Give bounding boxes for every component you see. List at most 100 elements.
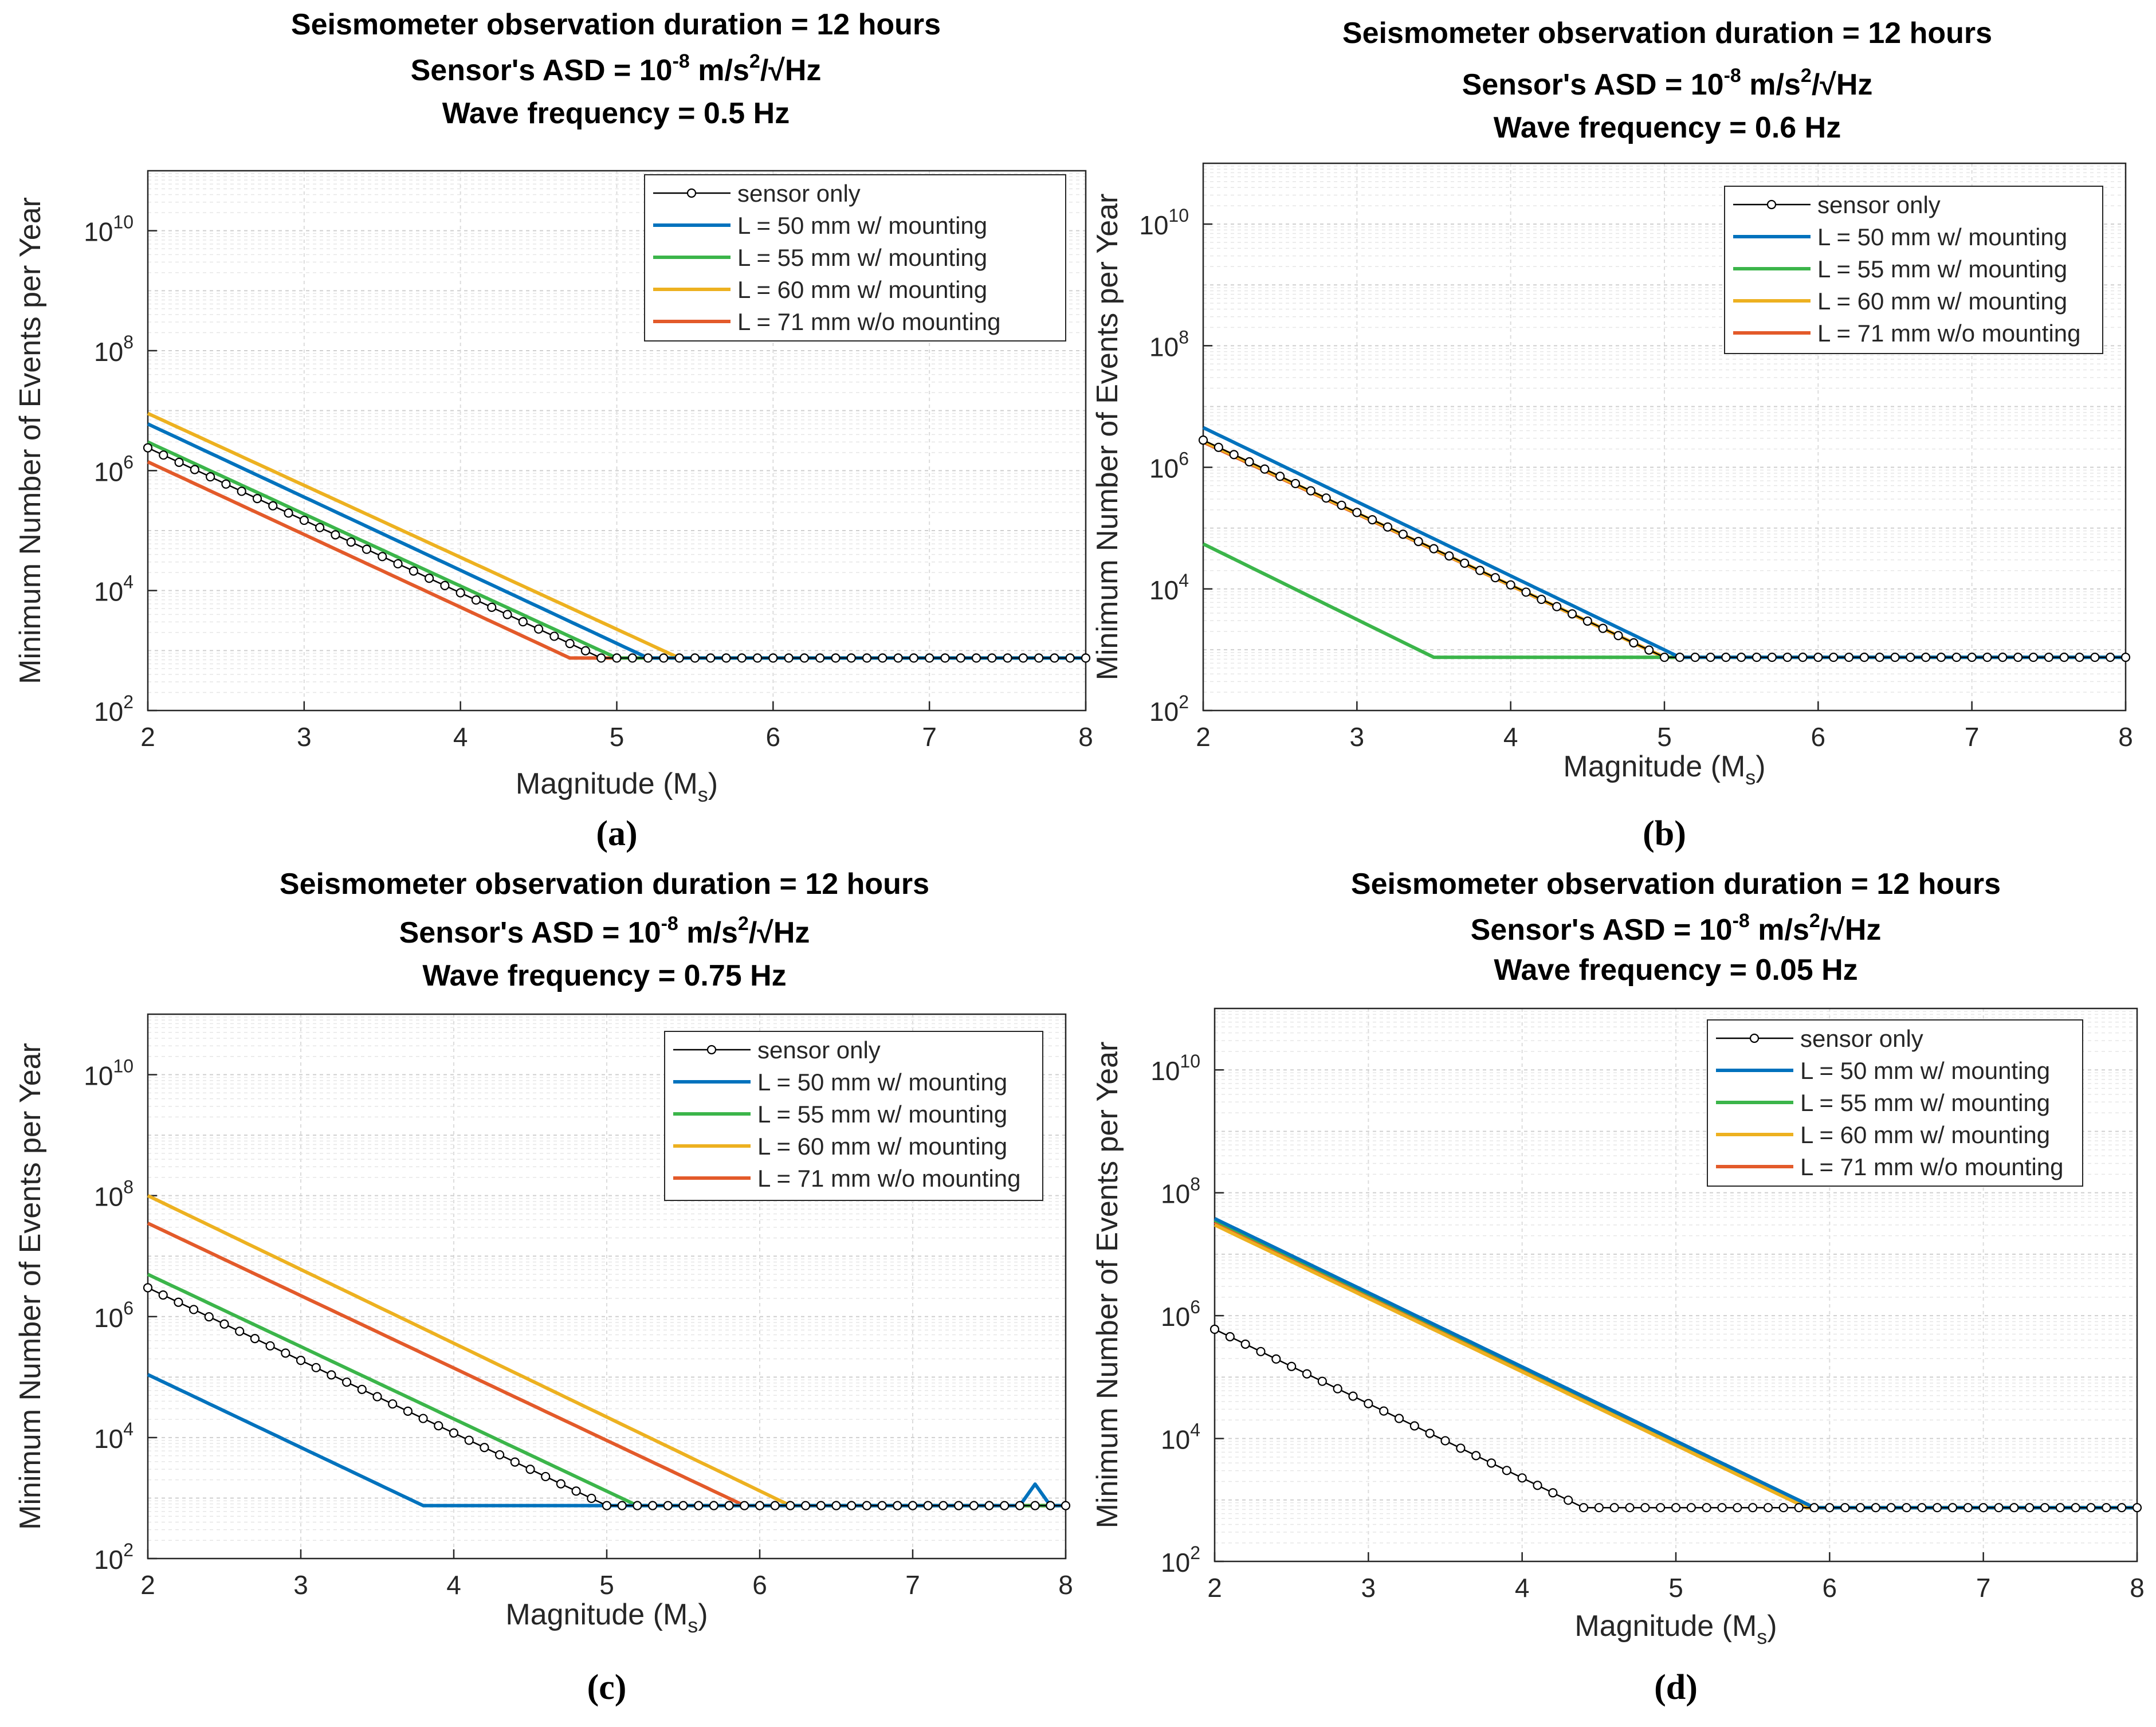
x-tick-label: 4 bbox=[453, 722, 468, 752]
chart-title-line-3: Wave frequency = 0.5 Hz bbox=[442, 97, 790, 130]
series-point bbox=[541, 1471, 551, 1482]
series-point bbox=[1947, 1503, 1958, 1513]
series-point bbox=[362, 544, 372, 554]
series-point bbox=[1275, 472, 1285, 481]
legend-entry-label: L = 60 mm w/ mounting bbox=[1817, 288, 2067, 315]
x-tick-label: 2 bbox=[140, 1570, 155, 1600]
series-point bbox=[1978, 1503, 1988, 1513]
series-point bbox=[1383, 522, 1393, 532]
series-point bbox=[1859, 653, 1869, 662]
series-point bbox=[1702, 1503, 1711, 1513]
series-point bbox=[424, 574, 434, 583]
series-point bbox=[1629, 638, 1639, 647]
series-point bbox=[1521, 587, 1531, 597]
legend-entry-label: L = 71 mm w/o mounting bbox=[1817, 320, 2081, 347]
series-point bbox=[587, 1493, 596, 1504]
series-point bbox=[815, 653, 825, 663]
series-point bbox=[770, 1501, 780, 1510]
series-point bbox=[847, 1501, 857, 1510]
legend-marker bbox=[1766, 199, 1777, 210]
chart-title-line-3: Wave frequency = 0.6 Hz bbox=[1494, 111, 1841, 144]
series-point bbox=[250, 1334, 260, 1344]
series-point bbox=[1456, 1443, 1466, 1453]
series-point bbox=[1081, 653, 1091, 663]
series-point bbox=[1594, 1503, 1604, 1513]
x-tick-label: 7 bbox=[1976, 1573, 1991, 1603]
series-point bbox=[1936, 653, 1946, 662]
series-point bbox=[204, 1312, 214, 1322]
series-point bbox=[502, 610, 512, 619]
series-point bbox=[2025, 1503, 2035, 1513]
series-point bbox=[189, 1305, 199, 1314]
series-point bbox=[1065, 653, 1075, 663]
series-point bbox=[768, 653, 778, 663]
series-point bbox=[602, 1501, 612, 1510]
series-point bbox=[1517, 1473, 1527, 1483]
legend-entry-label: sensor only bbox=[1800, 1025, 1923, 1052]
series-point bbox=[1871, 1503, 1880, 1513]
series-point bbox=[938, 1501, 948, 1510]
series-point bbox=[480, 1443, 489, 1453]
legend-marker bbox=[686, 188, 697, 198]
series-point bbox=[953, 1501, 964, 1510]
series-point bbox=[265, 1341, 275, 1351]
series-point bbox=[1840, 1503, 1850, 1513]
series-point bbox=[1778, 1503, 1788, 1513]
x-tick-label: 7 bbox=[1965, 722, 1980, 752]
series-point bbox=[1690, 653, 1700, 662]
series-point bbox=[971, 653, 981, 663]
series-point bbox=[1890, 653, 1900, 662]
series-point bbox=[2028, 653, 2039, 662]
series-point bbox=[1656, 1503, 1666, 1513]
series-group bbox=[1198, 426, 2131, 662]
y-tick-label: 1010 bbox=[84, 1056, 133, 1091]
series-point bbox=[510, 1457, 520, 1467]
series-point bbox=[1644, 645, 1654, 655]
y-tick-label: 102 bbox=[1161, 1542, 1200, 1577]
series-point bbox=[706, 653, 716, 663]
series-point bbox=[1829, 653, 1839, 662]
series-point bbox=[1000, 1501, 1010, 1510]
y-tick-label: 106 bbox=[1161, 1297, 1200, 1332]
y-tick-label: 102 bbox=[1149, 692, 1189, 727]
series-point bbox=[418, 1414, 428, 1423]
chart-panel-1: 2 3 4 5 6 7 8 102 104 106 108 1010 Magnitude (Ms) Min… bbox=[14, 8, 1093, 853]
series-point bbox=[1613, 631, 1623, 641]
series-point bbox=[893, 653, 903, 663]
series-point bbox=[1982, 653, 1992, 662]
y-axis-label: Minimum Number of Events per Year bbox=[14, 197, 47, 684]
series-group bbox=[1209, 1217, 2142, 1513]
series-group bbox=[143, 1194, 1071, 1510]
series-point bbox=[357, 1384, 367, 1394]
series-point bbox=[1706, 653, 1715, 662]
x-tick-label: 8 bbox=[1078, 722, 1093, 752]
y-tick-label: 108 bbox=[94, 332, 133, 367]
series-point bbox=[1290, 478, 1301, 489]
series-point bbox=[403, 1406, 413, 1416]
series-point bbox=[1659, 653, 1670, 662]
series-point bbox=[252, 493, 262, 504]
legend: sensor only L = 50 mm w/ mounting L = 55 m… bbox=[1707, 1019, 2083, 1187]
y-tick-label: 104 bbox=[94, 572, 133, 607]
x-tick-label: 5 bbox=[599, 1570, 614, 1600]
grid-lines bbox=[1214, 1008, 2138, 1562]
series-point bbox=[816, 1501, 826, 1510]
legend-entry-label: L = 55 mm w/ mounting bbox=[1800, 1089, 2050, 1116]
series-point bbox=[909, 653, 918, 663]
series-point bbox=[1302, 1369, 1312, 1379]
series-point bbox=[1271, 1354, 1281, 1364]
y-tick-label: 104 bbox=[94, 1419, 133, 1454]
series-point bbox=[1717, 1503, 1727, 1513]
series-point bbox=[2044, 653, 2053, 662]
series-point bbox=[174, 457, 184, 467]
series-point bbox=[633, 1501, 642, 1510]
series-point bbox=[1578, 1503, 1589, 1513]
series-point bbox=[331, 530, 340, 540]
series-point bbox=[1875, 653, 1884, 662]
x-tick-label: 5 bbox=[1668, 1573, 1683, 1603]
x-tick-label: 4 bbox=[1503, 722, 1518, 752]
series-point bbox=[1440, 1436, 1450, 1446]
series-point bbox=[1548, 1488, 1558, 1498]
x-tick-label: 3 bbox=[297, 722, 312, 752]
series-point bbox=[721, 653, 731, 663]
